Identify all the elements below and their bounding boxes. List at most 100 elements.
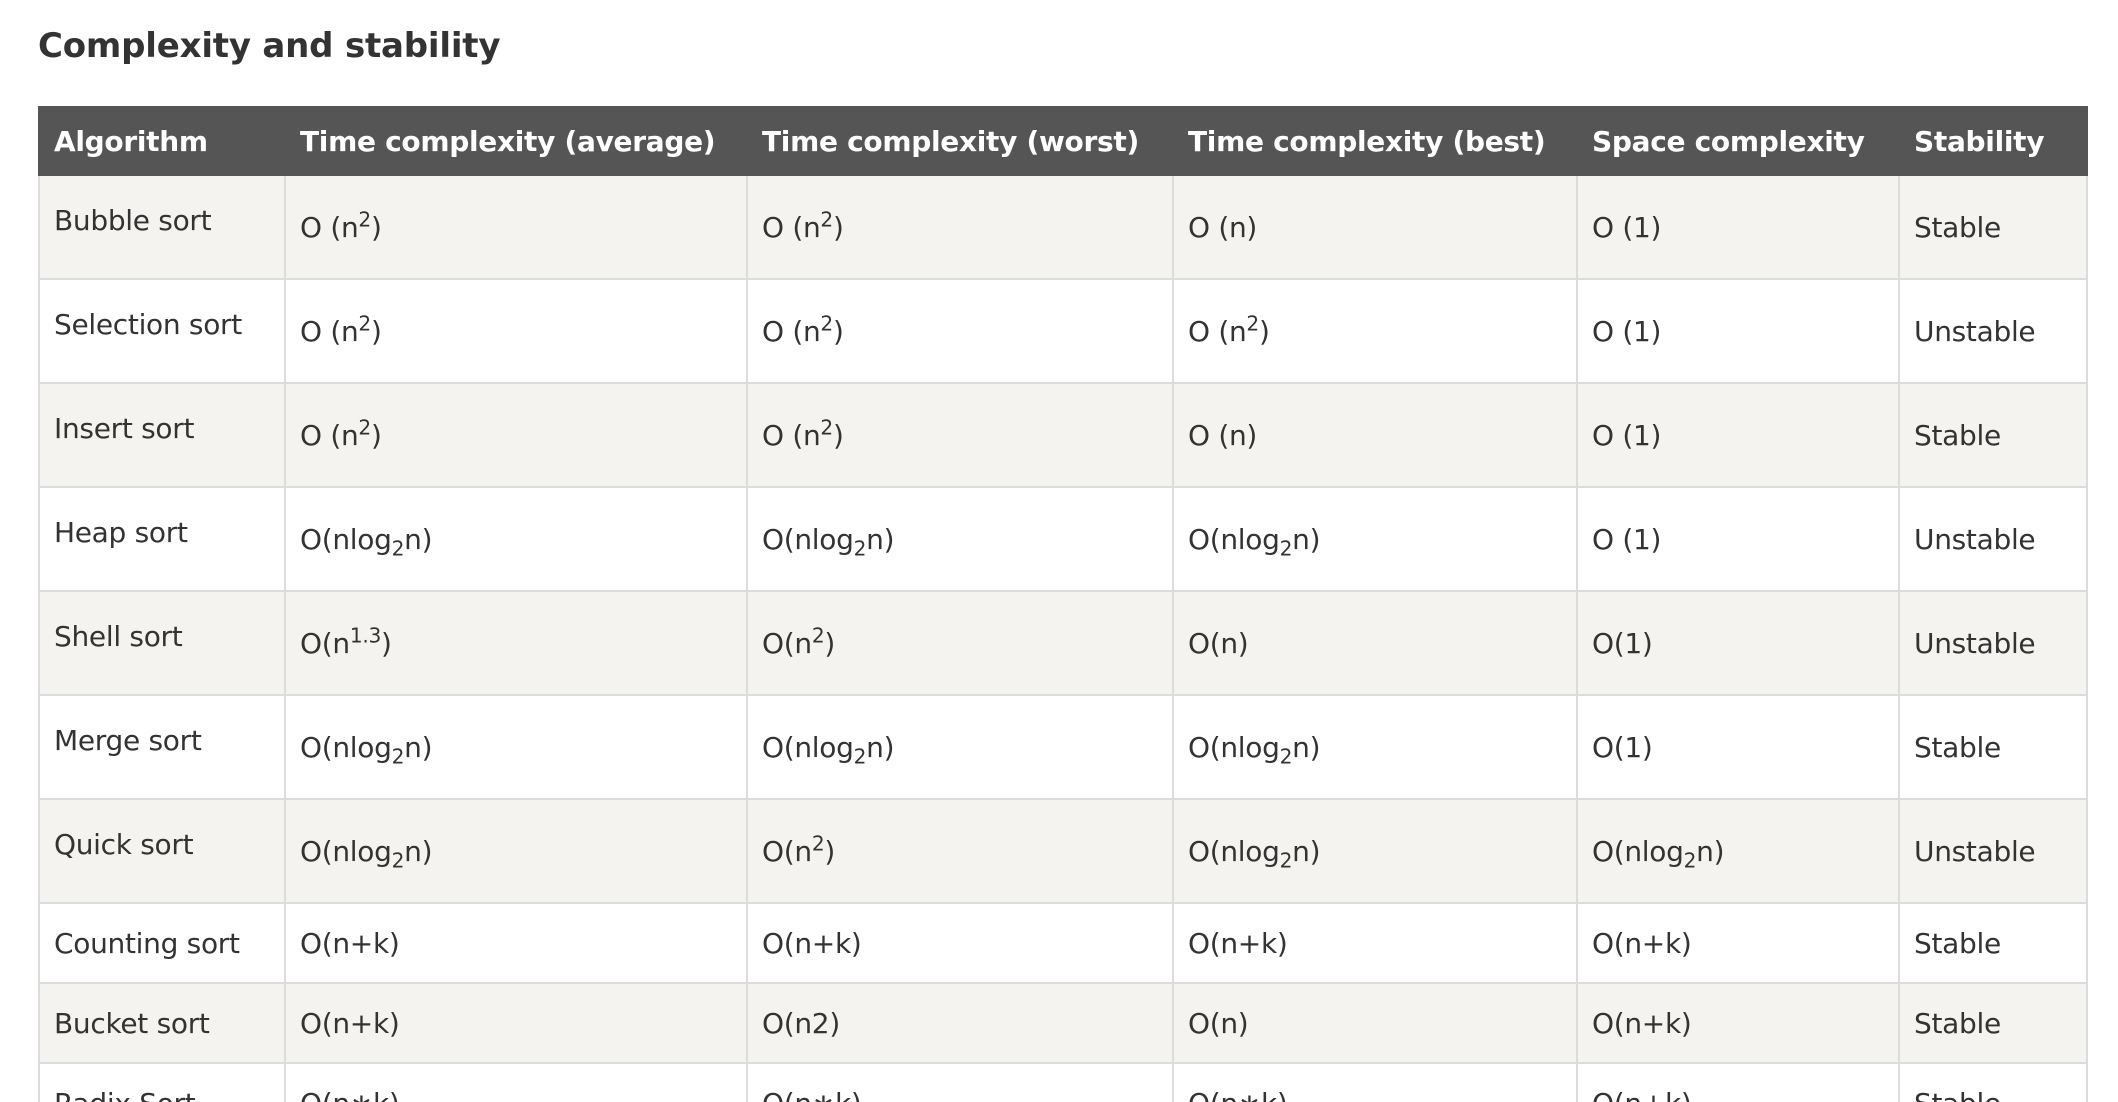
header-algorithm: Algorithm (38, 106, 286, 176)
cell-text: O(n∗k) (1188, 1087, 1288, 1102)
cell-time-average: O (n2) (284, 174, 748, 280)
table-row: Selection sort O (n2) O (n2) O (n2) O (1) Uns… (38, 278, 2088, 384)
cell-time-average: O (n2) (284, 278, 748, 384)
cell-text: O(1) (1592, 730, 1653, 764)
cell-time-worst: O(nlog2n) (746, 694, 1174, 800)
cell-text: O (n) (1188, 210, 1258, 244)
cell-stability: Stable (1898, 174, 2088, 280)
cell-algorithm: Heap sort (38, 486, 286, 592)
cell-text: Insert sort (54, 411, 195, 445)
cell-space: O(n+k) (1576, 982, 1900, 1064)
cell-text: O(nlog2n) (762, 730, 895, 769)
cell-text: O(nlog2n) (1592, 834, 1725, 873)
table-row: Counting sort O(n+k) O(n+k) O(n+k) O(n+k) Sta… (38, 902, 2088, 984)
cell-stability: Stable (1898, 1062, 2088, 1102)
cell-text: O(n) (1188, 626, 1249, 660)
header-space: Space complexity (1576, 106, 1900, 176)
cell-time-best: O(n∗k) (1172, 1062, 1578, 1102)
cell-space: O(1) (1576, 694, 1900, 800)
cell-text: O (1) (1592, 418, 1662, 452)
section-heading: Complexity and stability (38, 26, 501, 66)
cell-text: O(nlog2n) (1188, 522, 1321, 561)
cell-text: Stable (1914, 418, 2001, 452)
cell-text: Shell sort (54, 619, 183, 653)
cell-text: O(n∗k) (762, 1087, 862, 1102)
cell-space: O (1) (1576, 486, 1900, 592)
cell-text: Bucket sort (54, 1006, 210, 1040)
cell-time-average: O(nlog2n) (284, 486, 748, 592)
cell-text: O(nlog2n) (300, 730, 433, 769)
header-stability: Stability (1898, 106, 2088, 176)
cell-text: O (n2) (762, 207, 844, 244)
cell-time-worst: O(n+k) (746, 902, 1174, 984)
cell-text: O(n+k) (300, 1006, 400, 1040)
cell-time-worst: O(n2) (746, 590, 1174, 696)
cell-text: O (1) (1592, 210, 1662, 244)
cell-space: O(n+k) (1576, 902, 1900, 984)
cell-text: O(1) (1592, 626, 1653, 660)
cell-time-best: O (n2) (1172, 278, 1578, 384)
cell-algorithm: Insert sort (38, 382, 286, 488)
table-header-row: Algorithm Time complexity (average) Time… (38, 106, 2088, 176)
cell-text: Stable (1914, 210, 2001, 244)
cell-text: O (n2) (762, 311, 844, 348)
cell-time-best: O(n+k) (1172, 902, 1578, 984)
table-row: Quick sort O(nlog2n) O(n2) O(nlog2n) O(nlog2… (38, 798, 2088, 904)
table-row: Shell sort O(n1.3) O(n2) O(n) O(1) Unstable (38, 590, 2088, 696)
cell-text: Unstable (1914, 314, 2036, 348)
cell-text: O (n2) (300, 311, 382, 348)
cell-time-best: O (n) (1172, 174, 1578, 280)
cell-stability: Unstable (1898, 590, 2088, 696)
cell-text: O(n2) (762, 623, 835, 660)
cell-text: O (1) (1592, 314, 1662, 348)
cell-algorithm: Bucket sort (38, 982, 286, 1064)
cell-text: O(nlog2n) (300, 834, 433, 873)
cell-space: O (1) (1576, 174, 1900, 280)
cell-text: O(n+k) (1188, 926, 1288, 960)
cell-text: Unstable (1914, 522, 2036, 556)
cell-text: O(n∗k) (300, 1087, 400, 1102)
cell-text: O(n+k) (762, 926, 862, 960)
cell-time-worst: O (n2) (746, 278, 1174, 384)
table-row: Merge sort O(nlog2n) O(nlog2n) O(nlog2n) O(1… (38, 694, 2088, 800)
cell-time-average: O(n+k) (284, 902, 748, 984)
cell-time-worst: O(n∗k) (746, 1062, 1174, 1102)
cell-text: O (n) (1188, 418, 1258, 452)
cell-text: Bubble sort (54, 203, 212, 237)
header-time-best: Time complexity (best) (1172, 106, 1578, 176)
header-time-worst: Time complexity (worst) (746, 106, 1174, 176)
cell-text: O(nlog2n) (1188, 730, 1321, 769)
cell-time-best: O(nlog2n) (1172, 798, 1578, 904)
cell-stability: Unstable (1898, 798, 2088, 904)
cell-time-average: O(nlog2n) (284, 694, 748, 800)
cell-time-average: O(n+k) (284, 982, 748, 1064)
cell-text: O(n2) (762, 1006, 840, 1040)
cell-text: Heap sort (54, 515, 188, 549)
cell-stability: Stable (1898, 902, 2088, 984)
cell-text: O (n2) (300, 207, 382, 244)
complexity-table: Algorithm Time complexity (average) Time… (38, 106, 2088, 1102)
cell-space: O(nlog2n) (1576, 798, 1900, 904)
cell-time-worst: O(n2) (746, 982, 1174, 1064)
cell-time-average: O (n2) (284, 382, 748, 488)
cell-algorithm: Selection sort (38, 278, 286, 384)
cell-time-average: O(n1.3) (284, 590, 748, 696)
cell-text: O(nlog2n) (762, 522, 895, 561)
header-time-average: Time complexity (average) (284, 106, 748, 176)
table-body: Bubble sort O (n2) O (n2) O (n) O (1) Stable S… (38, 174, 2088, 1102)
cell-text: O(nlog2n) (300, 522, 433, 561)
cell-time-worst: O(nlog2n) (746, 486, 1174, 592)
cell-time-best: O(n) (1172, 982, 1578, 1064)
cell-stability: Stable (1898, 982, 2088, 1064)
table-row: Radix Sort O(n∗k) O(n∗k) O(n∗k) O(n+k) Stable (38, 1062, 2088, 1102)
cell-text: O(n+k) (1592, 1006, 1692, 1040)
cell-time-average: O(nlog2n) (284, 798, 748, 904)
cell-text: Radix Sort (54, 1087, 196, 1102)
cell-time-best: O(nlog2n) (1172, 694, 1578, 800)
cell-text: O(n) (1188, 1006, 1249, 1040)
cell-text: O(n+k) (1592, 1087, 1692, 1102)
cell-algorithm: Quick sort (38, 798, 286, 904)
cell-space: O (1) (1576, 278, 1900, 384)
table-row: Heap sort O(nlog2n) O(nlog2n) O(nlog2n) O (1… (38, 486, 2088, 592)
cell-stability: Unstable (1898, 278, 2088, 384)
